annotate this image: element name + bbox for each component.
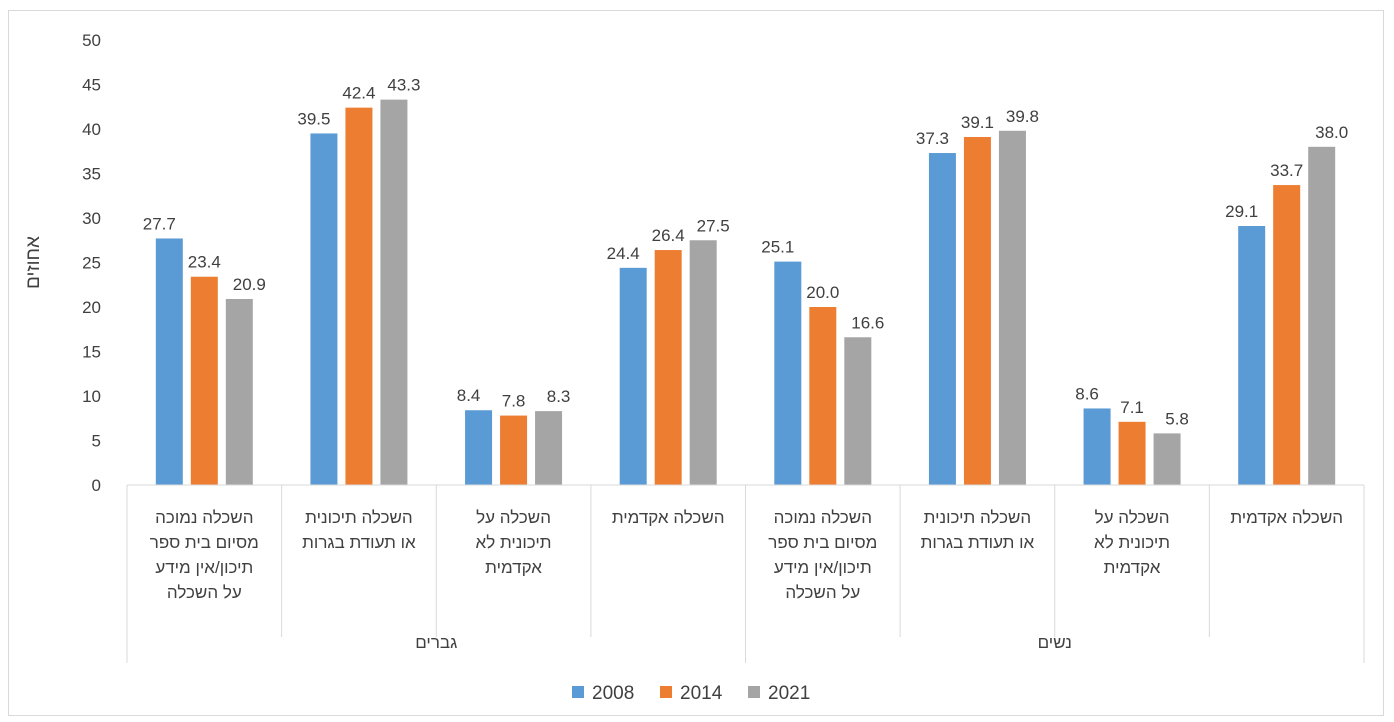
category-label: או תעודת בגרות [921, 533, 1035, 552]
y-tick-label: 45 [82, 76, 101, 95]
category-label: תיכונית לא [476, 533, 552, 552]
bar-chart: 0 5 10 15 20 25 30 35 40 45 50 אחוזים 27.7 23.4 20.9… [23, 31, 1365, 704]
group-label: נשים [1038, 633, 1072, 652]
category-labels: השכלה נמוכה מסיום בית ספר תיכון/אין מידע על… [150, 508, 1343, 602]
data-label: 39.8 [1006, 107, 1039, 126]
y-axis-label: אחוזים [23, 236, 44, 289]
bar-2021 [689, 240, 717, 485]
category-label: על השכלה [167, 583, 242, 602]
y-tick-label: 0 [92, 476, 101, 495]
data-label: 5.8 [1165, 409, 1189, 428]
data-label: 38.0 [1315, 123, 1348, 142]
bar-2014 [654, 250, 682, 485]
category-label: השכלה תיכונית [305, 508, 413, 527]
data-label: 27.5 [697, 216, 730, 235]
data-label: 33.7 [1270, 161, 1303, 180]
y-tick-label: 40 [82, 120, 101, 139]
bars [155, 99, 1336, 486]
y-tick-label: 15 [82, 343, 101, 362]
bar-2014 [345, 107, 373, 485]
bar-2008 [774, 261, 802, 485]
category-label: השכלה אקדמית [1230, 508, 1343, 527]
bar-2021 [1153, 433, 1181, 485]
y-tick-label: 10 [82, 387, 101, 406]
bar-2021 [380, 99, 408, 485]
data-label: 27.7 [143, 214, 176, 233]
bar-2008 [155, 238, 183, 485]
group-label: גברים [415, 633, 457, 652]
legend-swatch-2014 [660, 686, 672, 698]
bar-2021 [998, 130, 1026, 485]
legend-swatch-2021 [748, 686, 760, 698]
legend: 2008 2014 2021 [572, 683, 810, 704]
y-tick-label: 25 [82, 254, 101, 273]
category-label: השכלה על [476, 508, 551, 527]
data-label: 20.0 [806, 283, 839, 302]
bar-2014 [1118, 421, 1146, 485]
category-label: השכלה נמוכה [155, 508, 253, 527]
category-label: תיכונית לא [1094, 533, 1170, 552]
category-label: מסיום בית ספר [150, 533, 259, 552]
category-label: תיכון/אין מידע [774, 558, 872, 577]
data-label: 23.4 [188, 253, 221, 272]
y-tick-label: 35 [82, 165, 101, 184]
data-labels: 27.7 23.4 20.9 39.5 42.4 43.3 8.4 7.8 8.3 24.4 26.… [143, 76, 1348, 429]
bar-2014 [500, 415, 528, 485]
bar-2014 [963, 137, 991, 485]
category-label: על השכלה [785, 583, 860, 602]
category-label: השכלה תיכונית [924, 508, 1032, 527]
category-label: תיכון/אין מידע [155, 558, 253, 577]
legend-label: 2008 [592, 683, 634, 704]
bar-2014 [1273, 185, 1301, 485]
data-label: 20.9 [233, 275, 266, 294]
category-label: השכלה אקדמית [612, 508, 725, 527]
y-tick-label: 50 [82, 31, 101, 50]
data-label: 39.5 [297, 109, 330, 128]
bar-2008 [310, 133, 338, 485]
bar-2021 [535, 411, 563, 485]
data-label: 7.8 [502, 392, 526, 411]
data-label: 8.6 [1075, 384, 1099, 403]
y-tick-label: 5 [92, 432, 101, 451]
x-axis-lines [126, 484, 1365, 663]
data-label: 39.1 [961, 113, 994, 132]
bar-2014 [190, 276, 218, 485]
data-label: 7.1 [1120, 398, 1144, 417]
data-label: 29.1 [1225, 202, 1258, 221]
data-label: 8.3 [547, 387, 571, 406]
chart-frame: 0 5 10 15 20 25 30 35 40 45 50 אחוזים 27.7 23.4 20.9… [8, 10, 1384, 716]
y-tick-label: 20 [82, 298, 101, 317]
legend-label: 2021 [768, 683, 810, 704]
category-label: מסיום בית ספר [768, 533, 877, 552]
category-label: השכלה נמוכה [774, 508, 872, 527]
data-label: 8.4 [457, 386, 481, 405]
data-label: 24.4 [607, 244, 640, 263]
data-label: 25.1 [761, 238, 794, 257]
bar-2008 [619, 267, 647, 485]
bar-2008 [1083, 408, 1111, 485]
data-label: 43.3 [387, 76, 420, 95]
category-label: אקדמית [1104, 558, 1161, 577]
bar-2014 [809, 307, 837, 485]
data-label: 16.6 [851, 313, 884, 332]
bar-2008 [465, 410, 493, 485]
legend-label: 2014 [680, 683, 723, 704]
bar-2021 [1308, 146, 1336, 486]
category-label: אקדמית [485, 558, 542, 577]
data-label: 26.4 [652, 226, 685, 245]
y-tick-label: 30 [82, 209, 101, 228]
category-label: השכלה על [1095, 508, 1170, 527]
category-label: או תעודת בגרות [302, 533, 416, 552]
legend-swatch-2008 [572, 686, 584, 698]
bar-2021 [225, 298, 253, 485]
data-label: 42.4 [342, 84, 375, 103]
bar-2008 [1238, 226, 1266, 485]
y-axis-ticks: 0 5 10 15 20 25 30 35 40 45 50 [82, 31, 101, 495]
data-label: 37.3 [916, 129, 949, 148]
group-labels: גברים נשים [415, 633, 1072, 652]
bar-2008 [928, 153, 956, 485]
bar-2021 [844, 337, 872, 485]
